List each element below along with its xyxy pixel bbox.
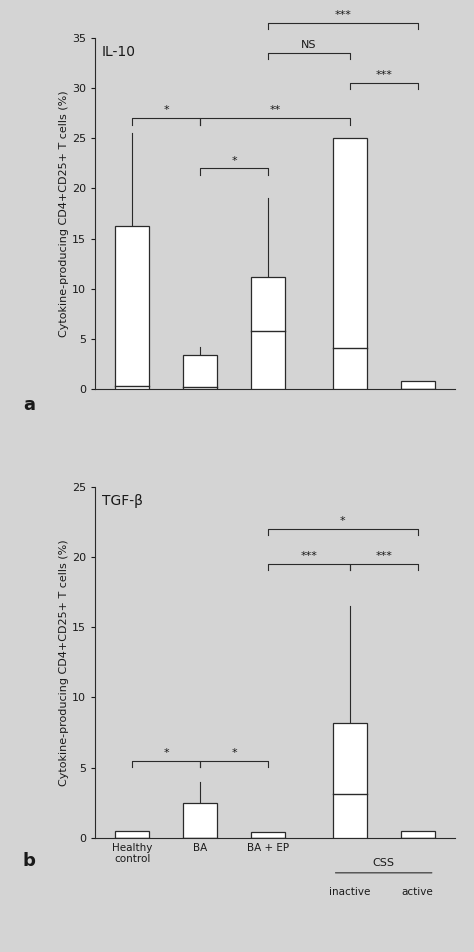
Text: IL-10: IL-10: [102, 45, 136, 59]
Text: CSS: CSS: [373, 858, 395, 867]
Text: *: *: [164, 106, 169, 115]
Text: a: a: [23, 396, 35, 414]
Text: *: *: [231, 747, 237, 758]
Text: *: *: [231, 155, 237, 166]
Bar: [251, 832, 285, 838]
Text: ***: ***: [375, 551, 392, 562]
Bar: [401, 831, 435, 838]
Text: *: *: [164, 747, 169, 758]
Bar: [401, 381, 435, 388]
Y-axis label: Cytokine-producing CD4+CD25+ T cells (%): Cytokine-producing CD4+CD25+ T cells (%): [59, 90, 69, 337]
Bar: [183, 355, 217, 388]
Text: NS: NS: [301, 40, 317, 50]
Bar: [333, 723, 367, 838]
Text: TGF-β: TGF-β: [102, 494, 143, 508]
Y-axis label: Cytokine-producing CD4+CD25+ T cells (%): Cytokine-producing CD4+CD25+ T cells (%): [59, 539, 69, 785]
Text: ***: ***: [335, 10, 351, 20]
Text: *: *: [340, 516, 346, 526]
Bar: [251, 277, 285, 388]
Bar: [333, 138, 367, 388]
Text: active: active: [402, 887, 434, 897]
Bar: [183, 803, 217, 838]
Bar: [115, 227, 149, 388]
Bar: [115, 831, 149, 838]
Text: ***: ***: [301, 551, 317, 562]
Text: **: **: [269, 106, 281, 115]
Text: inactive: inactive: [329, 887, 370, 897]
Text: b: b: [23, 852, 36, 870]
Text: ***: ***: [375, 70, 392, 80]
